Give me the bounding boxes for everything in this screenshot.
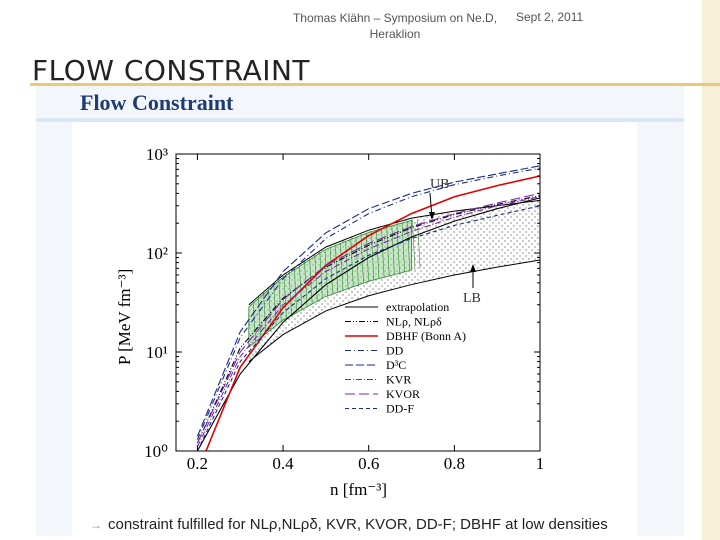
overlap-band-hatch bbox=[314, 254, 318, 302]
overlap-band-hatch bbox=[335, 244, 339, 293]
slide-header: Thomas Klähn – Symposium on Ne.D, Herakl… bbox=[0, 8, 720, 48]
overlap-band-fill bbox=[248, 219, 412, 348]
footer-note-text: constraint fulfilled for NLρ,NLρδ, KVR, … bbox=[108, 516, 608, 533]
figure-plot-background bbox=[72, 122, 637, 536]
overlap-band-hatch bbox=[412, 220, 416, 270]
overlap-band-hatch bbox=[401, 222, 405, 273]
series-line-3 bbox=[196, 167, 541, 440]
y-axis-label: P [MeV fm⁻³] bbox=[115, 269, 134, 365]
legend-label-5: KVR bbox=[386, 373, 411, 387]
slide-date: Sept 2, 2011 bbox=[516, 10, 584, 24]
series-line-6 bbox=[196, 192, 541, 444]
figure-title-band bbox=[36, 118, 684, 122]
overlap-band-hatch bbox=[319, 252, 323, 300]
overlap-band-hatch bbox=[257, 296, 262, 338]
x-axis-label: n [fm⁻³] bbox=[330, 480, 387, 499]
overlap-band-hatch bbox=[252, 301, 256, 343]
overlap-band-hatch bbox=[345, 240, 349, 289]
annotation-ub-arrowhead bbox=[429, 212, 435, 220]
footer-note: → constraint fulfilled for NLρ,NLρδ, KVR,… bbox=[90, 516, 608, 533]
overlap-band-hatch bbox=[268, 287, 272, 330]
overlap-band-hatch bbox=[324, 249, 328, 297]
series-line-0 bbox=[196, 197, 541, 452]
series-line-2 bbox=[205, 175, 541, 452]
series-line-5 bbox=[196, 196, 541, 448]
overlap-band-hatch bbox=[417, 219, 421, 269]
overlap-band-hatch bbox=[329, 247, 334, 295]
overlap-band-hatch bbox=[299, 264, 303, 310]
annotation-lb-arrowhead bbox=[470, 264, 476, 272]
overlap-band-hatch bbox=[340, 242, 344, 291]
annotation-ub: UB bbox=[430, 177, 449, 192]
legend-label-7: DD-F bbox=[386, 402, 414, 416]
author-line-2: Heraklion bbox=[369, 27, 421, 41]
constraint-band-fill bbox=[248, 200, 541, 362]
arrow-icon: → bbox=[90, 518, 102, 532]
x-tick-label: 0.2 bbox=[187, 454, 208, 473]
plot-frame bbox=[175, 153, 541, 452]
band-lower-bound bbox=[248, 259, 541, 362]
overlap-band-hatch bbox=[376, 229, 380, 280]
y-tick-label: 10³ bbox=[146, 145, 168, 164]
legend-label-1: NLρ, NLρδ bbox=[386, 315, 442, 329]
legend-label-2: DBHF (Bonn A) bbox=[386, 329, 466, 343]
overlap-band-hatch bbox=[263, 291, 267, 334]
series-line-1 bbox=[196, 195, 541, 444]
series-line-7 bbox=[196, 205, 541, 452]
x-tick-label: 1 bbox=[536, 454, 545, 473]
x-tick-label: 0.4 bbox=[272, 454, 294, 473]
y-tick-label: 10¹ bbox=[146, 343, 168, 362]
author-conference: Thomas Klähn – Symposium on Ne.D, Herakl… bbox=[280, 10, 510, 42]
series-lines-layer bbox=[196, 165, 541, 452]
axis-ticks-layer: 0.2 0.4 0.6 0.8 1 10⁰ 10¹ 10² 10³ bbox=[144, 145, 544, 473]
x-tick-label: 0.8 bbox=[444, 454, 465, 473]
legend-label-0: extrapolation bbox=[386, 300, 449, 314]
overlap-band-hatch bbox=[304, 260, 308, 307]
constraint-band-layer bbox=[248, 199, 541, 362]
series-line-4 bbox=[196, 165, 541, 437]
overlap-band-hatch bbox=[381, 228, 385, 278]
figure-title: Flow Constraint bbox=[80, 90, 234, 115]
x-tick-label: 0.6 bbox=[358, 454, 379, 473]
title-underline bbox=[30, 83, 720, 86]
figure-panel bbox=[36, 86, 684, 536]
y-tick-label: 10² bbox=[146, 244, 168, 263]
y-tick-label: 10⁰ bbox=[144, 442, 168, 461]
legend-label-3: DD bbox=[386, 344, 404, 358]
overlap-band-hatch bbox=[350, 238, 354, 288]
annotation-lb: LB bbox=[463, 291, 481, 306]
legend-label-6: KVOR bbox=[386, 387, 420, 401]
legend-label-4: D³C bbox=[386, 358, 406, 372]
side-accent-bar bbox=[702, 0, 720, 540]
overlap-band-hatch bbox=[365, 233, 370, 283]
author-line-1: Thomas Klähn – Symposium on Ne.D, bbox=[292, 11, 498, 25]
slide-title: FLOW CONSTRAINT bbox=[32, 54, 311, 87]
overlap-band-hatch bbox=[386, 226, 390, 277]
overlap-band-hatch bbox=[293, 267, 298, 313]
